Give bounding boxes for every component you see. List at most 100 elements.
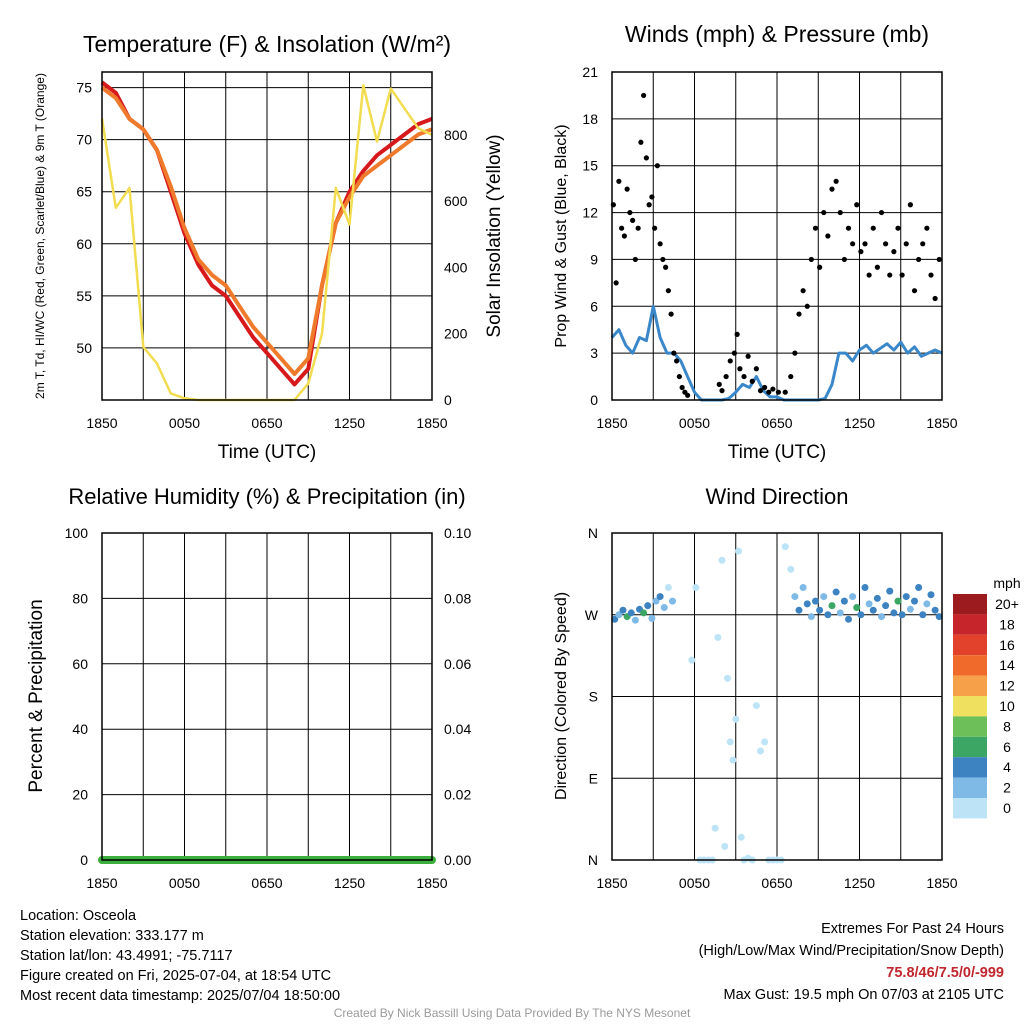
wdir-point [737, 833, 745, 841]
wind-gust-point [719, 388, 725, 394]
wdir-point [915, 584, 923, 591]
wdir-plot-frame [611, 532, 943, 861]
rh-ytick-right-label: 0.10 [444, 525, 471, 541]
wdir-legend-label: 18 [999, 616, 1015, 632]
wind-gust-point [663, 264, 669, 270]
temp-ytick-label: 50 [76, 340, 92, 356]
wind-gust-point [621, 233, 627, 239]
wdir-point [656, 593, 664, 601]
wind-gust-point [749, 378, 755, 384]
wdir-point [648, 614, 656, 622]
wind-gust-point [870, 225, 876, 231]
temp-ytick-right-label: 200 [444, 326, 468, 342]
wdir-ytick-label: W [585, 607, 599, 623]
wdir-point [931, 606, 939, 614]
wdir-ytick-label: S [589, 689, 598, 705]
wind-gust-point [762, 384, 768, 391]
wind-gust-point [654, 163, 660, 169]
wind-gust-point [613, 280, 619, 286]
wdir-point [923, 600, 931, 608]
wdir-ytick-label: N [588, 525, 598, 541]
wind-gust-point [616, 178, 622, 184]
rh-xtick-label: 0050 [169, 875, 200, 891]
wdir-legend-swatch [953, 716, 987, 737]
wind-gust-point [619, 225, 625, 231]
rh-ytick-label: 100 [65, 525, 89, 541]
wdir-point [878, 613, 885, 621]
wdir-point [726, 738, 734, 746]
wdir-ytick-label: E [589, 770, 598, 786]
wind-gust-point [850, 241, 856, 247]
wdir-legend-swatch [953, 777, 987, 798]
wdir-point [857, 611, 865, 619]
temp-xtick-label: 1250 [334, 415, 365, 431]
wind-gust-point [676, 373, 682, 380]
wind-gust-point [757, 388, 764, 394]
wdir-point [873, 594, 881, 602]
rh-ytick-label: 60 [72, 656, 88, 672]
wind-gust-point [775, 389, 781, 395]
wind-xtick-label: 0650 [761, 415, 792, 431]
wind-gust-point [916, 256, 922, 263]
wdir-point [869, 606, 877, 614]
wdir-legend-label: 6 [1003, 739, 1011, 755]
temp-ytick-label: 65 [76, 184, 92, 200]
wind-gust-point [845, 225, 852, 231]
wdir-point [791, 593, 799, 601]
temp-ytick-right-label: 0 [444, 392, 452, 408]
wdir-point [824, 611, 832, 619]
wind-gust-point [646, 202, 652, 208]
wdir-xtick-label: 1850 [926, 875, 957, 891]
temp-xtick-label: 0050 [169, 415, 200, 431]
wdir-xtick-label: 0650 [761, 875, 792, 891]
wind-gust-point [674, 358, 680, 364]
temp-xtick-label: 1850 [86, 415, 117, 431]
wdir-legend-label: 0 [1003, 800, 1011, 816]
wind-gust-point [878, 209, 885, 216]
wdir-legend-label: 2 [1003, 780, 1011, 796]
temp-xtick-label: 1850 [416, 415, 447, 431]
wdir-point [803, 600, 811, 608]
wdir-legend-swatch [953, 757, 987, 778]
wdir-point [865, 600, 873, 608]
rh-ytick-label: 40 [72, 721, 88, 737]
wdir-point [816, 606, 824, 614]
temp-ytick-label: 60 [76, 236, 92, 252]
temp-ytick-right-label: 600 [444, 193, 468, 209]
credit-text: Created By Nick Bassill Using Data Provi… [333, 1006, 691, 1020]
wind-gust-point [821, 209, 827, 216]
temp-xtick-label: 0650 [251, 415, 282, 431]
wdir-legend-label: 14 [999, 657, 1015, 673]
wdir-legend-label: 8 [1003, 718, 1011, 734]
temp-y-axis-title: 2m T, Td, HI/WC (Red, Green, Scarlet/Blu… [33, 73, 47, 399]
wdir-point [812, 597, 819, 605]
wdir-point [845, 615, 852, 623]
temp-ytick-label: 75 [76, 80, 92, 96]
wdir-legend-label: 20+ [995, 596, 1019, 612]
wdir-point [919, 611, 927, 619]
rh-plot-frame [101, 532, 433, 861]
wind-gust-point [804, 303, 810, 309]
wdir-point [840, 597, 848, 605]
wdir-point [615, 611, 623, 619]
wind-gust-point [665, 288, 671, 294]
wind-gust-point [833, 178, 839, 184]
wdir-point [861, 584, 869, 591]
wind-gust-point [734, 331, 740, 337]
wind-gust-point [652, 225, 658, 231]
rh-xtick-label: 1850 [86, 875, 117, 891]
wind-gust-point [723, 373, 729, 380]
rh-ytick-label: 20 [72, 787, 88, 803]
wdir-legend-swatch [953, 655, 987, 676]
wind-gust-point [862, 241, 868, 247]
wind-gust-point [907, 202, 913, 208]
wdir-point [724, 674, 731, 682]
wdir-point [692, 584, 700, 591]
wind-gust-point [800, 288, 806, 294]
wdir-point [652, 597, 660, 605]
wdir-point [752, 702, 760, 710]
wind-gust-point [741, 373, 747, 380]
wdir-chart-title: Wind Direction [705, 484, 848, 509]
wdir-point [781, 543, 789, 551]
wdir-point [898, 611, 906, 619]
